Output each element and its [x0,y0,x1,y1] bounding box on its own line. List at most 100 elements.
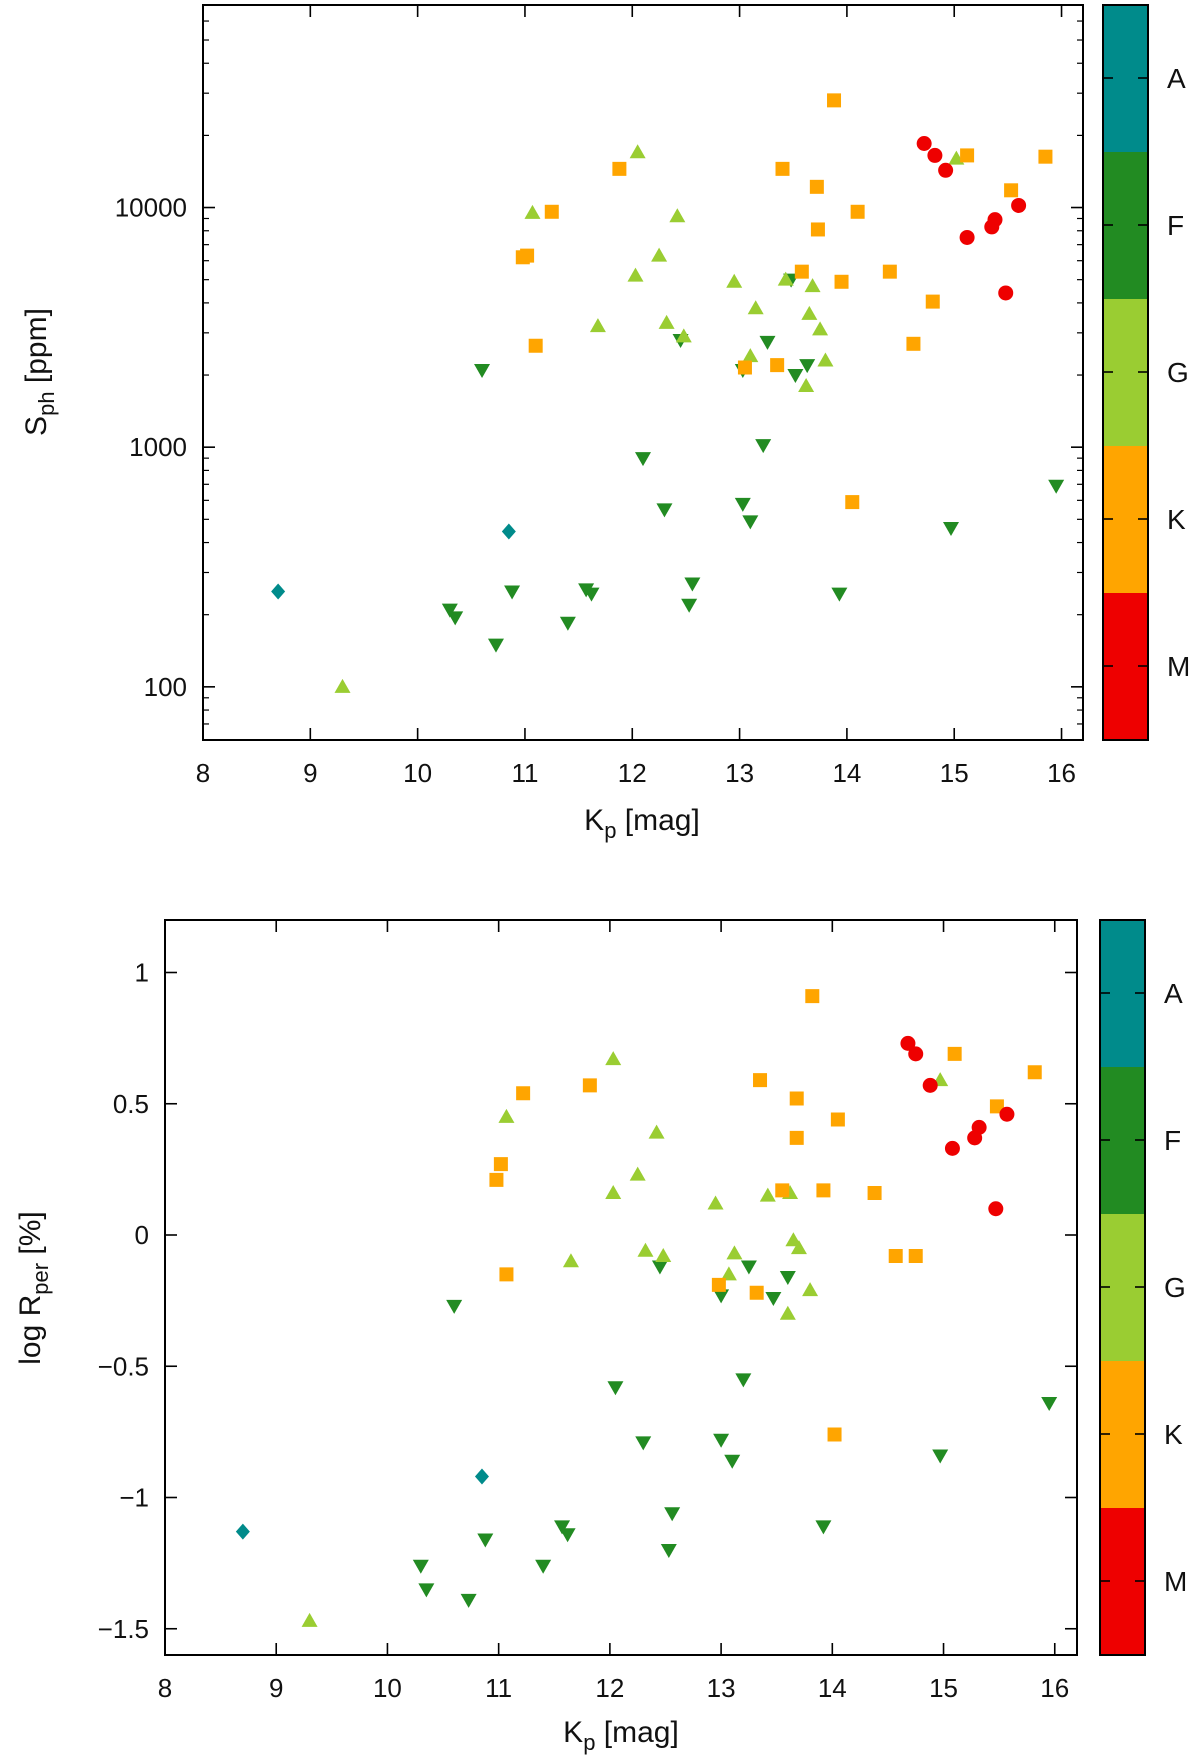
bottom-point-K [805,989,820,1004]
bottom-x-tick-label: 12 [595,1673,624,1703]
bottom-point-G [779,1305,796,1320]
top-y-axis-label-sub: ph [34,391,59,415]
top-point-F [755,439,772,454]
bottom-point-F [559,1528,576,1543]
top-point-M [959,229,975,245]
top-x-tick-label: 15 [940,758,969,788]
top-x-tick-label: 14 [832,758,861,788]
bottom-x-tick-label: 15 [929,1673,958,1703]
top-point-G [726,273,743,288]
bottom-point-F [412,1559,429,1574]
top-point-M [927,147,943,163]
bottom-point-K [775,1183,790,1198]
bottom-point-F [477,1533,494,1548]
bottom-y-tick-label: 0.5 [113,1089,149,1119]
bottom-y-axis-label-sub: per [28,1263,53,1295]
top-point-K [834,274,849,289]
bottom-point-G [790,1240,807,1255]
bottom-y-axis-label-unit: [%] [14,1211,47,1263]
bottom-point-K [582,1078,597,1093]
top-point-G [669,208,686,223]
bottom-x-axis-label: Kp [mag] [563,1716,679,1755]
top-chart: 8 9 10 11 12 13 14 15 16 100 1000 10000 Sph [ppm] K… [20,4,1190,843]
bottom-point-F [664,1507,681,1522]
bottom-point-F [535,1559,552,1574]
bottom-point-M [944,1140,960,1156]
top-x-axis-label-sub: p [604,818,616,843]
top-y-tick-label: 1000 [129,432,187,462]
bottom-point-K [489,1172,504,1187]
top-point-F [1048,479,1065,494]
bottom-colorbar-label-A: A [1164,978,1183,1009]
top-point-G [812,321,829,336]
top-point-M [1011,197,1027,213]
top-point-K [612,161,627,176]
top-colorbar-label-G: G [1167,357,1189,388]
top-point-F [487,638,504,653]
bottom-point-F [932,1449,949,1464]
top-y-axis-label-base: S [20,416,53,436]
bottom-x-axis-label-sub: p [583,1730,595,1755]
top-point-F [681,598,698,613]
bottom-point-F [651,1260,668,1275]
bottom-y-tick-label: 0 [135,1220,149,1250]
top-y-axis-label-unit: [ppm] [20,308,53,391]
top-point-G [589,318,606,333]
bottom-point-F [635,1436,652,1451]
top-point-G [334,678,351,693]
bottom-point-K [989,1099,1004,1114]
top-colorbar: A F G K M [1102,4,1190,741]
bottom-point-K [711,1277,726,1292]
bottom-colorbar-label-K: K [1164,1419,1183,1450]
bottom-data-points [235,989,1058,1627]
bottom-point-K [947,1046,962,1061]
bottom-point-F [724,1454,741,1469]
top-point-K [850,204,865,219]
bottom-point-G [498,1108,515,1123]
bottom-point-K [830,1112,845,1127]
top-x-tick-label: 16 [1047,758,1076,788]
bottom-point-F [740,1260,757,1275]
top-x-axis-label-unit: [mag] [616,804,699,837]
bottom-point-G [605,1185,622,1199]
bottom-point-G [637,1242,654,1257]
top-point-F [447,611,464,626]
top-point-G [524,204,541,219]
bottom-x-axis-label-unit: [mag] [595,1716,678,1749]
bottom-point-K [908,1249,923,1263]
bottom-point-F [713,1433,730,1448]
bottom-x-axis-label-base: K [563,1716,583,1749]
bottom-colorbar: A F G K M [1099,919,1187,1656]
top-x-tick-label: 11 [511,758,538,788]
bottom-point-F [554,1520,571,1535]
top-point-M [998,285,1014,301]
top-point-F [474,363,491,378]
top-data-points [271,93,1065,693]
bottom-point-G [759,1187,776,1202]
bottom-x-tick-label: 11 [485,1673,512,1703]
bottom-point-G [605,1051,622,1066]
top-colorbar-label-F: F [1167,210,1184,241]
bottom-point-G [648,1124,665,1139]
top-point-G [817,352,834,367]
bottom-x-tick-label: 14 [818,1673,847,1703]
top-point-F [943,522,959,537]
bottom-plot-frame [164,919,1078,1656]
bottom-point-F [765,1292,782,1306]
top-point-G [629,144,646,159]
top-point-F [504,585,521,600]
top-point-F [787,369,804,384]
bottom-point-G [629,1166,646,1181]
bottom-point-K [1027,1065,1042,1080]
top-x-tick-label: 8 [196,758,210,788]
top-x-tick-label: 10 [403,758,432,788]
top-point-F [831,587,848,602]
top-colorbar-label-M: M [1167,651,1190,682]
bottom-point-M [900,1035,916,1051]
top-point-F [799,359,816,374]
top-point-F [734,497,751,512]
top-point-F [441,603,458,618]
bottom-point-K [827,1427,842,1442]
top-point-F [759,335,776,350]
